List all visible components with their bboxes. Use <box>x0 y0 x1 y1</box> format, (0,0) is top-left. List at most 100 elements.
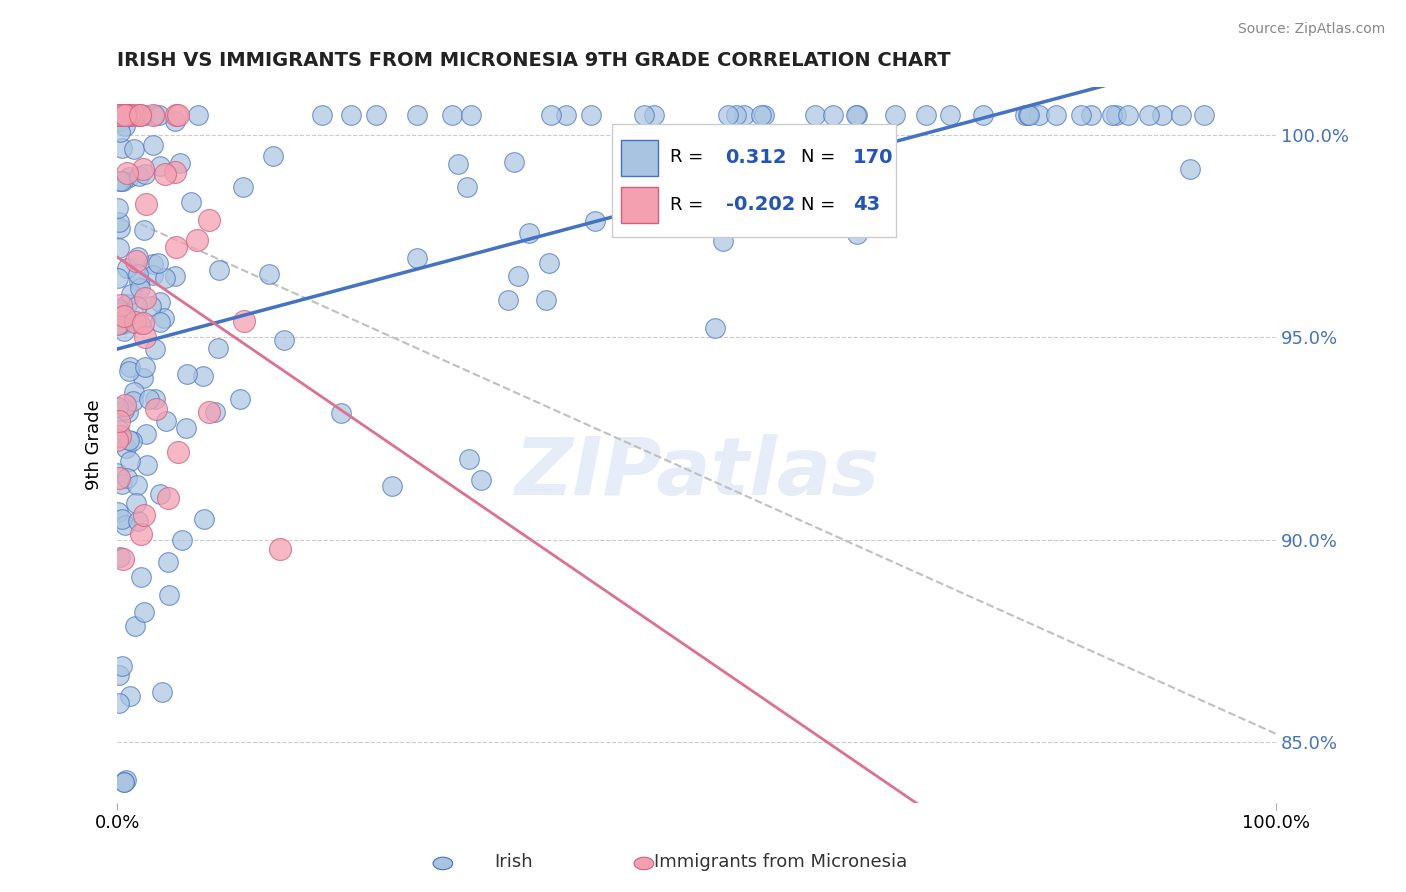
Point <box>1101 108 1123 122</box>
Point <box>127 514 149 528</box>
Point <box>110 659 132 673</box>
Point <box>108 550 131 565</box>
Point <box>502 154 524 169</box>
Point <box>583 214 606 228</box>
Point <box>114 108 136 122</box>
Point <box>149 315 172 329</box>
Point <box>108 241 131 255</box>
Point <box>330 406 353 420</box>
Point <box>111 551 134 566</box>
Point <box>148 108 170 122</box>
Point <box>142 257 165 271</box>
Point <box>107 401 129 415</box>
Point <box>198 213 221 227</box>
Point <box>704 321 727 335</box>
Point <box>537 256 560 270</box>
Point <box>187 108 209 122</box>
Point <box>725 108 748 122</box>
Point <box>754 108 776 122</box>
Point <box>167 108 190 122</box>
Point <box>129 527 152 541</box>
Point <box>717 108 740 122</box>
Point <box>143 392 166 407</box>
Point <box>108 221 131 235</box>
Point <box>110 512 132 526</box>
Point <box>129 317 152 331</box>
Point <box>114 120 136 134</box>
Point <box>134 167 156 181</box>
Text: Source: ZipAtlas.com: Source: ZipAtlas.com <box>1237 22 1385 37</box>
Point <box>107 173 129 187</box>
Text: N =: N = <box>801 148 835 167</box>
Point <box>134 292 156 306</box>
Point <box>115 297 138 311</box>
Point <box>142 137 165 152</box>
Point <box>149 159 172 173</box>
Point <box>340 108 363 122</box>
Point <box>972 108 994 122</box>
Point <box>1028 108 1050 122</box>
Point <box>107 317 129 331</box>
Point <box>135 197 157 211</box>
Point <box>107 108 129 122</box>
Point <box>132 108 155 122</box>
Point <box>107 414 129 428</box>
Point <box>120 690 142 704</box>
Point <box>269 541 291 556</box>
Point <box>146 255 169 269</box>
Point <box>1017 108 1039 122</box>
Point <box>456 179 478 194</box>
Point <box>262 148 284 162</box>
Point <box>1116 108 1139 122</box>
Point <box>823 108 845 122</box>
Point <box>108 318 131 332</box>
Text: ZIPatlas: ZIPatlas <box>515 434 879 512</box>
Point <box>127 250 149 264</box>
Point <box>440 108 463 122</box>
Point <box>128 169 150 183</box>
Point <box>643 108 665 122</box>
Point <box>111 477 134 491</box>
Point <box>711 234 734 248</box>
Point <box>124 253 146 268</box>
Point <box>111 108 134 122</box>
Point <box>914 108 936 122</box>
Point <box>127 267 149 281</box>
Text: N =: N = <box>801 195 835 214</box>
Point <box>169 156 191 170</box>
Point <box>381 479 404 493</box>
Point <box>845 108 868 122</box>
Point <box>110 108 132 122</box>
Point <box>132 316 155 330</box>
Point <box>157 491 180 505</box>
Point <box>163 165 186 179</box>
Point <box>114 398 136 412</box>
Point <box>1192 108 1215 122</box>
Point <box>132 371 155 385</box>
Point <box>496 293 519 308</box>
Point <box>122 108 145 122</box>
Point <box>107 667 129 681</box>
Text: R =: R = <box>669 148 703 167</box>
Point <box>208 263 231 277</box>
Point <box>163 268 186 283</box>
Point <box>117 433 139 447</box>
Point <box>120 108 142 122</box>
Point <box>165 108 187 122</box>
Point <box>129 570 152 584</box>
Text: 43: 43 <box>853 195 880 214</box>
Point <box>134 108 156 122</box>
Point <box>135 458 157 472</box>
Point <box>233 314 256 328</box>
Point <box>117 364 139 378</box>
Point <box>157 556 180 570</box>
Text: Irish: Irish <box>494 853 533 871</box>
Point <box>129 108 152 122</box>
Point <box>110 298 132 312</box>
Point <box>110 174 132 188</box>
Point <box>112 317 135 331</box>
Point <box>311 108 333 122</box>
Point <box>581 108 603 122</box>
Point <box>157 588 180 602</box>
Point <box>142 268 165 282</box>
